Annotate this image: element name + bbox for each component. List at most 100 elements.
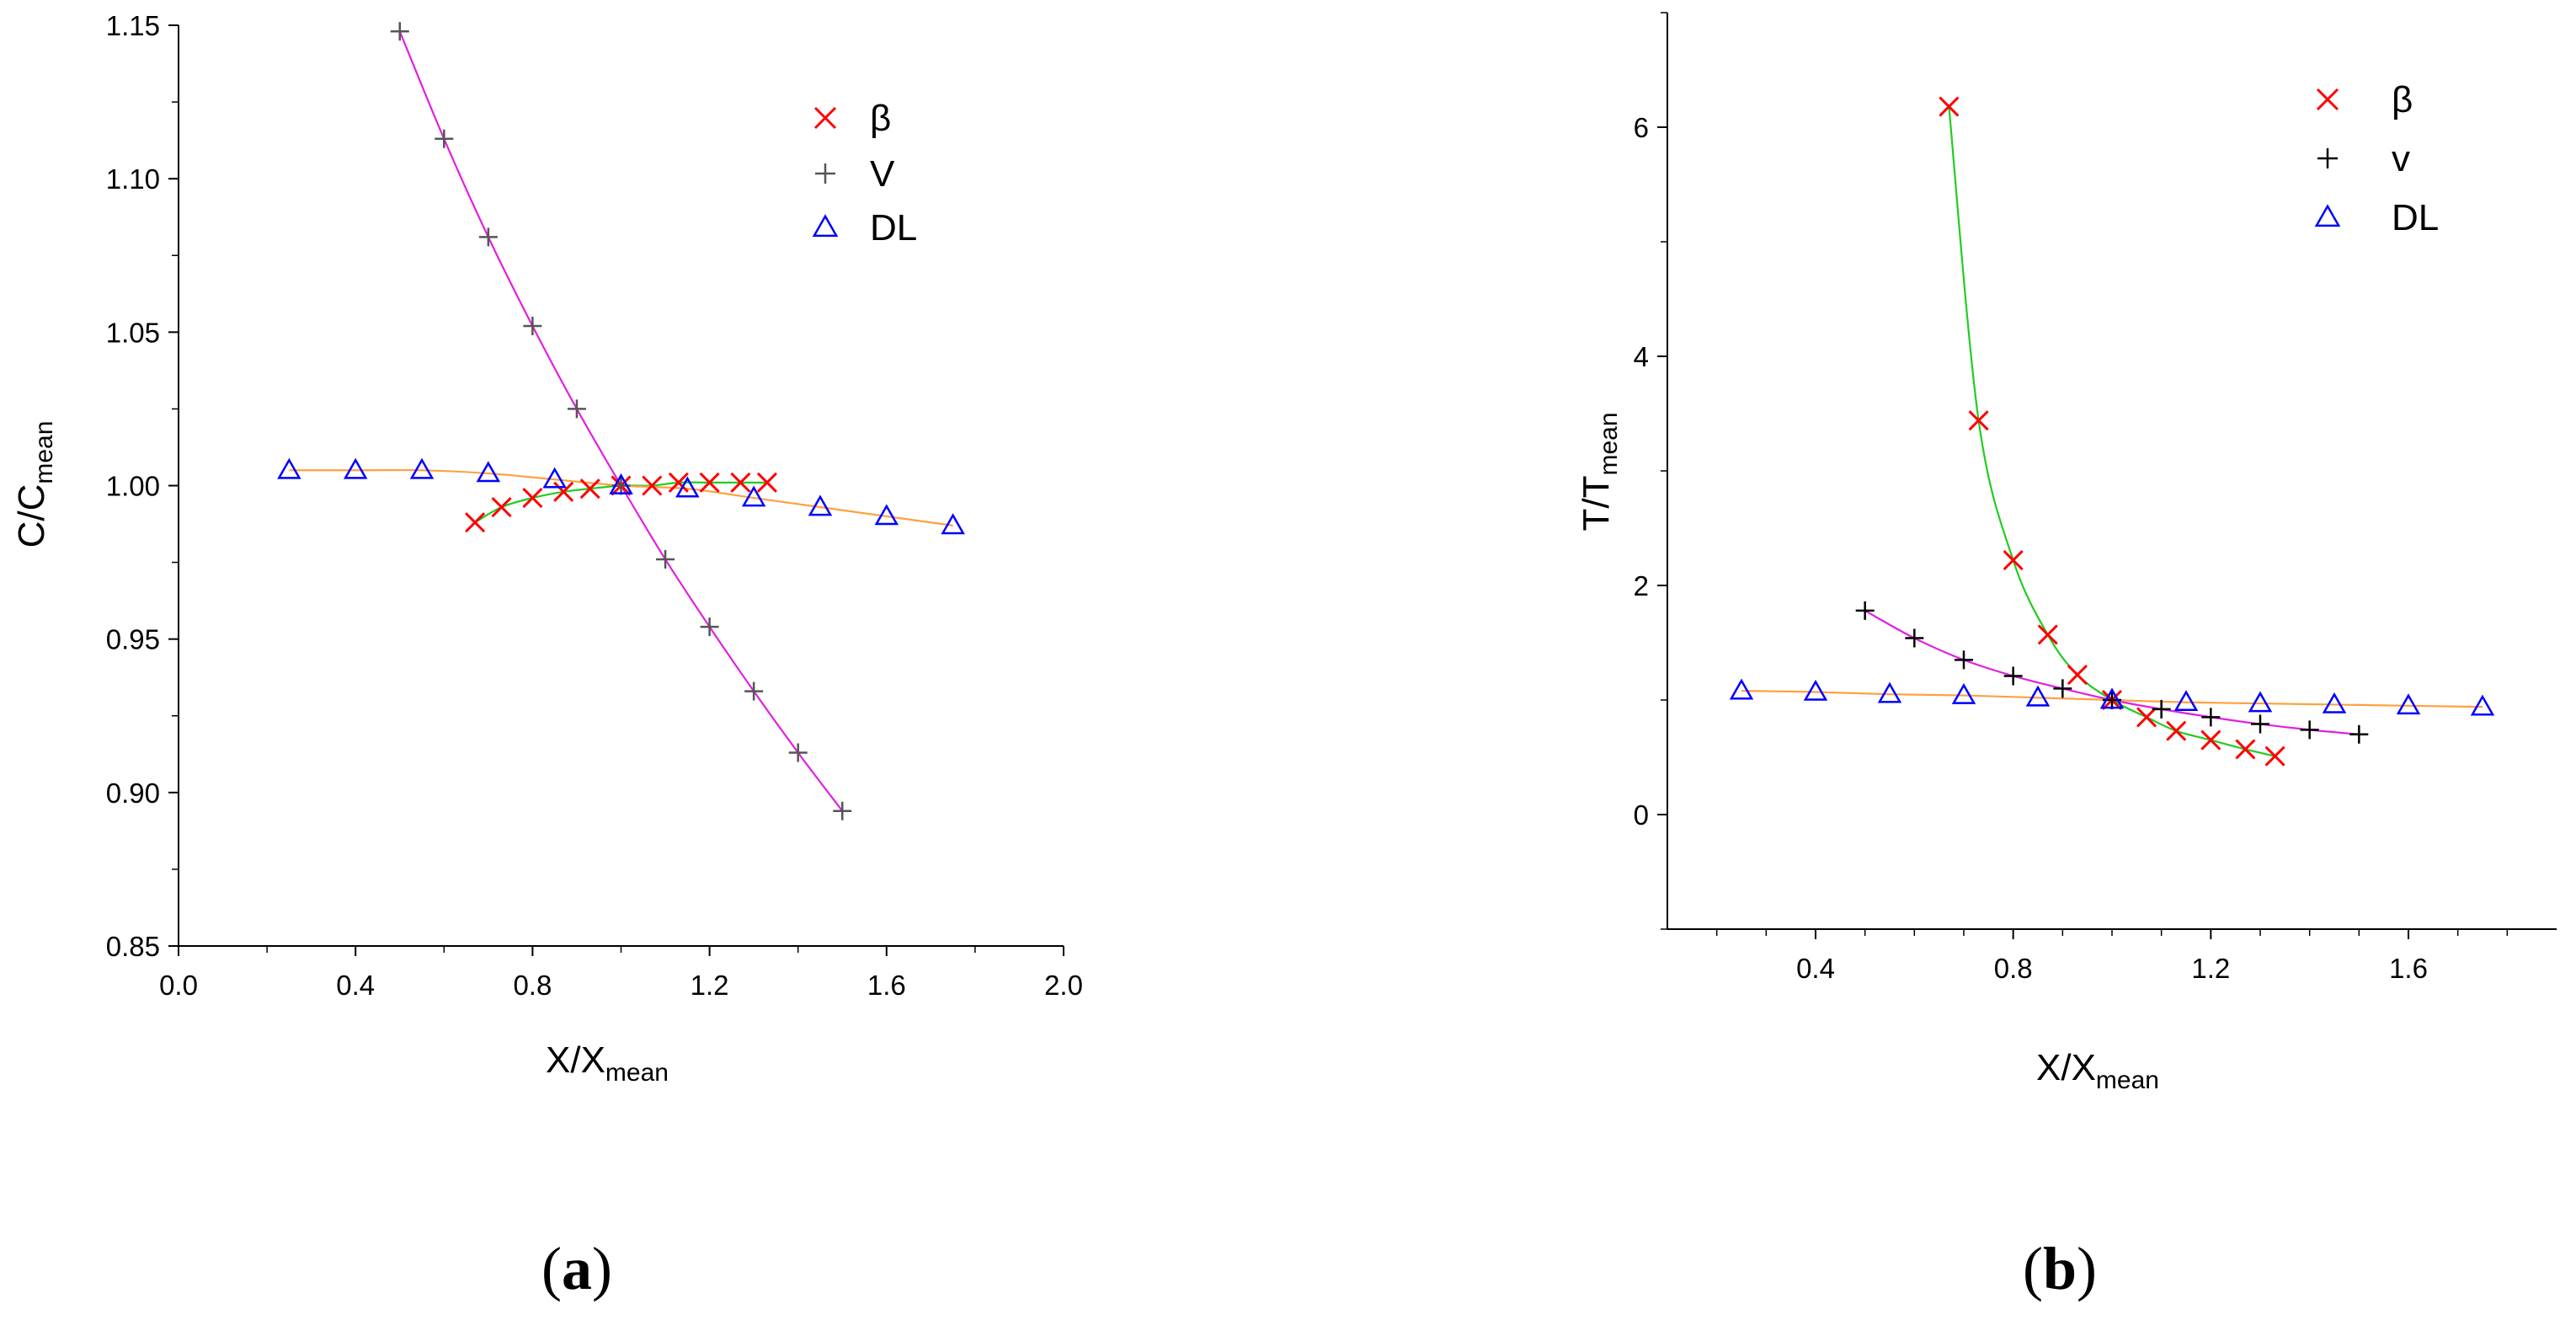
panel-a-point-dl [343, 457, 368, 479]
panel-b-ticks: 0.4 0.8 1.2 1.6 0 2 4 6 [1634, 12, 2509, 984]
panel-b-point-dl [2099, 687, 2125, 709]
panel-b-point-v [1905, 628, 1924, 648]
panel-a-legend: β V DL [812, 98, 917, 249]
panel-b-markers [1729, 96, 2495, 767]
panel-a-point-dl [609, 473, 633, 494]
panel-b-point-v [2251, 714, 2269, 734]
panel-a-point-v [523, 317, 542, 336]
panel-b-caption-open: ( [2023, 1235, 2043, 1302]
panel-a-x-tick-label: 0.0 [159, 970, 198, 1001]
panel-a-y-tick-label: 1.05 [106, 317, 160, 348]
panel-a-y-tick-label: 1.15 [106, 10, 160, 41]
panel-b-caption-letter: b [2043, 1235, 2077, 1302]
panel-a-point-beta [756, 472, 777, 493]
panel-a-point-dl [542, 467, 567, 489]
panel-b-point-v [2300, 720, 2319, 740]
panel-b-legend-symbol-beta [2316, 88, 2339, 111]
panel-b-y-title: T/Tmean [1576, 412, 1623, 531]
panel-b-y-title-main: T/T [1576, 476, 1617, 532]
panel-b-point-dl [2470, 694, 2495, 716]
panel-a-caption: (a) [541, 1235, 612, 1302]
panel-b-point-beta [2003, 550, 2024, 571]
panel-b-legend-label-dl: DL [2392, 197, 2439, 238]
panel-b-point-dl [2025, 685, 2051, 707]
panel-b-caption: (b) [2023, 1235, 2097, 1302]
panel-a-point-beta [553, 481, 574, 502]
panel-a-point-v [390, 22, 409, 41]
panel-a-point-beta [522, 488, 543, 509]
panel-a-x-tick-label: 0.4 [336, 970, 375, 1001]
panel-b-x-title-main: X/X [2036, 1047, 2096, 1088]
panel-b-point-dl [2248, 691, 2273, 713]
panel-a-point-beta [491, 496, 512, 518]
panel-b-y-tick-label: 4 [1634, 341, 1649, 372]
panel-a-ticks: 0.0 0.4 0.8 1.2 1.6 2.0 0.85 0.90 0.95 1.00 1.05 1.… [106, 10, 1083, 1001]
panel-b-point-dl [1803, 679, 1828, 701]
panel-b-legend-symbol-v [2317, 148, 2338, 168]
panel-b-point-beta [2067, 665, 2088, 686]
panel-a-point-dl [476, 461, 501, 483]
panel-a-legend-symbol-dl [812, 214, 839, 238]
panel-b-point-dl [1729, 678, 1754, 700]
panel-a-x-tick-label: 1.6 [867, 970, 906, 1001]
panel-a-point-v [788, 743, 808, 762]
panel-b-point-dl [2322, 692, 2347, 713]
panel-a-y-tick-label: 0.85 [106, 931, 160, 962]
panel-b-legend-symbol-dl [2314, 204, 2341, 227]
panel-b-legend-marker-v [2317, 148, 2338, 168]
panel-a-y-title-sub: mean [30, 421, 58, 484]
panel-a-point-v [833, 801, 852, 820]
panel-a-caption-open: ( [541, 1235, 562, 1302]
panel-b-legend-label-beta: β [2392, 79, 2413, 120]
panel-a-legend-label-beta: β [870, 98, 891, 139]
panel-b-point-v [1855, 601, 1875, 620]
panel-a-point-beta [699, 472, 720, 493]
panel-a-point-dl [409, 457, 435, 479]
panel-b-point-dl [2396, 693, 2421, 715]
panel-a-point-dl [941, 513, 965, 535]
panel-b-x-title: X/Xmean [2036, 1047, 2159, 1094]
panel-b-point-beta [2200, 729, 2221, 751]
panel-a-legend-marker-v [815, 163, 835, 184]
panel-a-x-tick-label: 1.2 [691, 970, 729, 1001]
panel-a-point-dl [874, 504, 899, 526]
panel-b-legend-label-v: v [2392, 138, 2410, 179]
panel-b-y-title-sub: mean [1595, 412, 1623, 475]
panel-b-point-dl [1951, 682, 1976, 704]
panel-a-legend-marker-beta [813, 106, 837, 130]
panel-a-x-title-main: X/X [546, 1039, 605, 1081]
panel-b-point-v [2003, 666, 2023, 686]
panel-a-y-title: C/Cmean [11, 421, 58, 548]
panel-a-x-title-sub: mean [605, 1059, 669, 1087]
panel-a-x-title: X/Xmean [546, 1039, 669, 1087]
panel-a-legend-marker-dl [812, 214, 839, 238]
panel-a-point-v [478, 227, 498, 247]
panel-b-legend-marker-dl [2314, 204, 2341, 227]
panel-b-y-tick-label: 0 [1634, 799, 1649, 831]
panel-b-point-beta [2166, 720, 2187, 741]
panel-b-x-tick-label: 0.4 [1796, 953, 1835, 984]
panel-b-point-v [2152, 699, 2171, 719]
panel-b-point-v [2053, 679, 2072, 698]
panel-b-y-tick-label: 6 [1634, 112, 1649, 143]
panel-a-y-tick-label: 1.00 [106, 471, 160, 502]
panel-b-x-title-sub: mean [2096, 1066, 2159, 1094]
panel-b-legend: β v DL [2314, 79, 2439, 238]
panel-b-point-v [2349, 724, 2369, 744]
panel-b-x-tick-label: 1.2 [2191, 953, 2230, 984]
panel-a: 0.0 0.4 0.8 1.2 1.6 2.0 0.85 0.90 0.95 1.00 1.05 1.… [11, 10, 1083, 1302]
panel-a-markers [277, 22, 965, 820]
panel-b-legend-marker-beta [2316, 88, 2339, 111]
panel-a-point-beta [465, 512, 486, 533]
panel-a-legend-symbol-v [815, 163, 835, 184]
panel-b-y-tick-label: 2 [1634, 570, 1649, 601]
panel-a-point-beta [642, 475, 663, 496]
panel-b-point-beta [2037, 624, 2058, 645]
panel-a-point-beta [579, 478, 600, 500]
panel-b-x-tick-label: 1.6 [2389, 953, 2428, 984]
panel-a-point-v [567, 399, 586, 419]
panel-a-x-tick-label: 0.8 [513, 970, 552, 1001]
